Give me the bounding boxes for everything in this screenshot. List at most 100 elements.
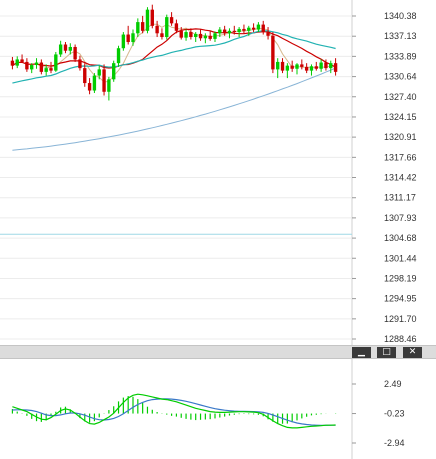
maximize-panel-button[interactable]: □ [377, 347, 396, 358]
candle-body [87, 83, 92, 91]
candle-body [213, 33, 217, 39]
candle-body [102, 69, 106, 92]
price-chart[interactable]: 1340.38 1337.13 1333.89 1330.64 1327.40 1324.… [0, 0, 436, 345]
candle-body [10, 60, 15, 66]
price-tick-label: 1304.68 [384, 233, 417, 243]
price-tick-label: 1301.44 [384, 253, 417, 263]
price-grid [0, 0, 353, 345]
macd-lines [12, 393, 336, 429]
candle-body [58, 44, 63, 55]
candle-body [208, 35, 212, 39]
candle-body [155, 25, 159, 34]
candle-body [251, 27, 256, 30]
candle-body [136, 22, 140, 34]
candle-body [54, 54, 58, 71]
moving-average-lines [12, 23, 336, 151]
candle-body [324, 62, 328, 69]
price-tick-label: 1294.95 [384, 294, 417, 304]
candle-body [150, 9, 154, 26]
candle-body [30, 65, 34, 70]
price-tick-label: 1324.15 [384, 112, 417, 122]
candle-body [222, 29, 227, 34]
indicator-panel-header: ▁ □ ✕ [0, 345, 436, 359]
macd-signal-line [12, 398, 336, 426]
candle-body [242, 28, 246, 31]
price-tick-label: 1333.89 [384, 51, 417, 61]
candle-body [194, 33, 198, 38]
candle-body [112, 63, 116, 80]
candle-body [280, 61, 285, 71]
macd-line [12, 393, 336, 429]
candle-body [329, 63, 333, 69]
minimize-panel-button[interactable]: ▁ [352, 347, 371, 358]
ma-mid-line [12, 28, 336, 69]
price-tick-label: 1320.91 [384, 132, 417, 142]
candle-body [285, 65, 290, 71]
candle-body [160, 33, 164, 38]
candle-body [304, 66, 309, 71]
candle-body [290, 65, 294, 69]
candle-body [247, 27, 251, 31]
candle-body [121, 34, 126, 49]
candle-body [300, 64, 304, 67]
candle-body [203, 35, 208, 39]
candle-body [189, 32, 193, 38]
candle-body [333, 63, 338, 72]
candle-body [179, 30, 183, 38]
candle-body [319, 62, 323, 69]
candle-body [34, 62, 39, 66]
price-tick-label: 1311.17 [384, 193, 416, 203]
candle-body [276, 61, 280, 70]
candle-body [131, 33, 135, 43]
price-tick-label: 1337.13 [384, 31, 417, 41]
price-tick-label: 1291.70 [384, 314, 417, 324]
candle-body [314, 66, 318, 69]
candle-body [169, 17, 174, 24]
price-axis: 1340.38 1337.13 1333.89 1330.64 1327.40 1324.… [352, 11, 417, 344]
price-tick-label: 1298.19 [384, 273, 417, 283]
price-tick-label: 1330.64 [384, 72, 417, 82]
candle-body [295, 64, 299, 69]
ma-long-line [12, 67, 336, 151]
candle-body [198, 33, 203, 39]
candle-body [92, 75, 97, 91]
candle-body [140, 22, 145, 31]
price-tick-label: 1327.40 [384, 92, 417, 102]
candle-body [15, 59, 19, 66]
candle-body [174, 23, 179, 31]
candle-body [63, 44, 68, 51]
candle-body [78, 59, 82, 69]
candle-body [184, 32, 188, 38]
candlesticks [10, 4, 338, 101]
candle-body [165, 17, 169, 38]
candle-body [25, 61, 29, 70]
candle-body [107, 79, 111, 92]
macd-tick-label: -2.94 [384, 438, 405, 448]
candle-body [83, 68, 87, 84]
candle-body [116, 48, 121, 64]
candle-body [256, 24, 261, 30]
macd-tick-label: -0.23 [384, 409, 405, 419]
candle-body [309, 66, 314, 71]
candle-body [20, 59, 24, 62]
candle-body [232, 30, 236, 33]
price-tick-label: 1288.46 [384, 334, 417, 344]
macd-axis: 2.49 -0.23 -2.94 [352, 379, 405, 448]
close-panel-button[interactable]: ✕ [403, 347, 422, 358]
macd-chart[interactable]: 2.49 -0.23 -2.94 [0, 359, 436, 459]
candle-body [68, 46, 72, 51]
candle-body [218, 29, 222, 34]
candle-body [261, 24, 265, 33]
macd-tick-label: 2.49 [384, 379, 402, 389]
price-tick-label: 1307.93 [384, 213, 417, 223]
candle-body [49, 68, 53, 71]
price-tick-label: 1340.38 [384, 11, 417, 21]
price-tick-label: 1314.42 [384, 173, 417, 183]
candle-body [227, 30, 232, 34]
candle-body [44, 68, 48, 72]
candle-body [237, 28, 241, 33]
candle-body [271, 35, 275, 70]
ma-fast-line [12, 23, 336, 83]
ma-slow-line [12, 30, 336, 84]
candle-body [73, 46, 77, 60]
